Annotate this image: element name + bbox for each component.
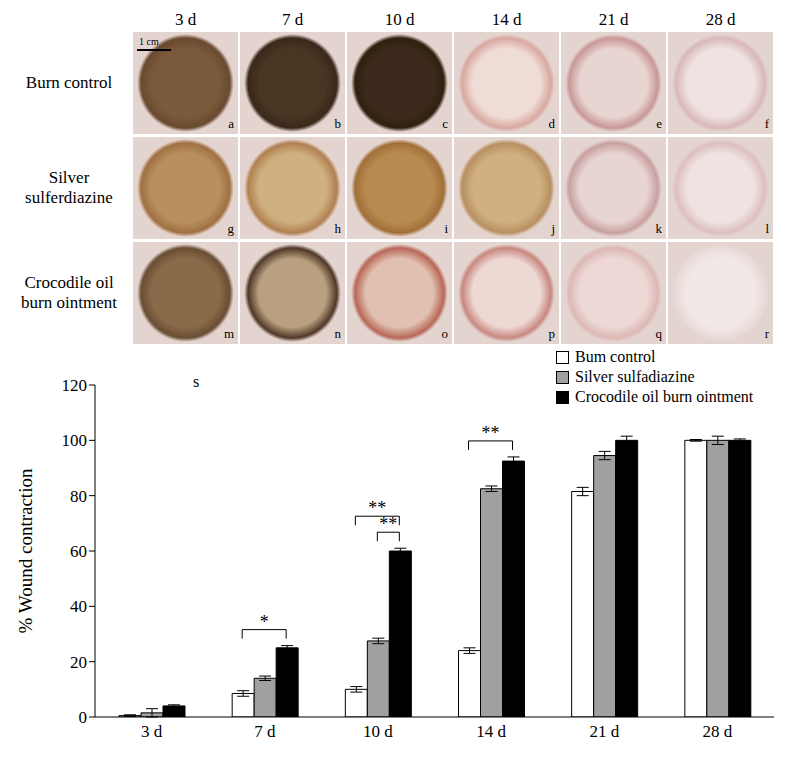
html-text:3 d: 3 d xyxy=(174,10,197,29)
svg-text:80: 80 xyxy=(70,487,87,506)
html-text:Burn control: Burn control xyxy=(25,73,113,92)
html-text:e: e xyxy=(656,116,662,131)
html-text:p: p xyxy=(548,326,555,341)
html-text:j: j xyxy=(551,221,555,236)
svg-text:*: * xyxy=(260,612,269,632)
html-text:c: c xyxy=(442,116,448,131)
html-text:d: d xyxy=(548,116,555,131)
svg-text:0: 0 xyxy=(79,708,88,727)
html-text:21 d: 21 d xyxy=(598,10,629,29)
html-text:s: s xyxy=(193,373,200,390)
svg-text:21 d: 21 d xyxy=(589,722,619,741)
html-text:i: i xyxy=(444,221,448,236)
html-text:% Wound contraction: % Wound contraction xyxy=(15,468,36,634)
html-text:q: q xyxy=(655,326,662,341)
html-text:7 d: 7 d xyxy=(281,10,304,29)
html-text:o: o xyxy=(441,326,448,341)
html-text:28 d: 28 d xyxy=(705,10,736,29)
svg-text:28 d: 28 d xyxy=(703,722,733,741)
html-text:Crocodile oil burn ointment: Crocodile oil burn ointment xyxy=(21,273,117,312)
svg-text:**: ** xyxy=(379,514,397,534)
html-text:14 d: 14 d xyxy=(491,10,522,29)
html-text:g: g xyxy=(227,221,234,236)
svg-text:**: ** xyxy=(368,498,386,518)
svg-text:10 d: 10 d xyxy=(363,722,393,741)
html-text:r: r xyxy=(764,326,769,341)
html-text:Crocodile oil burn ointment: Crocodile oil burn ointment xyxy=(575,388,754,405)
html-text:1 cm: 1 cm xyxy=(139,36,159,47)
html-text:a: a xyxy=(228,116,234,131)
html-text:h: h xyxy=(334,221,341,236)
svg-text:**: ** xyxy=(482,423,500,443)
html-text:k: k xyxy=(655,221,662,236)
svg-text:14 d: 14 d xyxy=(476,722,506,741)
html-text:Silver sulferdiazine: Silver sulferdiazine xyxy=(25,168,113,207)
html-text:10 d: 10 d xyxy=(384,10,415,29)
svg-text:40: 40 xyxy=(70,597,87,616)
html-text:Silver sulfadiazine: Silver sulfadiazine xyxy=(575,368,695,385)
svg-text:60: 60 xyxy=(70,542,87,561)
svg-text:100: 100 xyxy=(62,431,88,450)
svg-text:7 d: 7 d xyxy=(254,722,276,741)
svg-text:120: 120 xyxy=(62,376,88,395)
html-text:l: l xyxy=(765,221,769,236)
html-text:m: m xyxy=(223,326,234,341)
html-text:f: f xyxy=(764,116,769,131)
svg-text:20: 20 xyxy=(70,653,87,672)
html-text:n: n xyxy=(334,326,341,341)
html-text:Bum control: Bum control xyxy=(575,348,656,365)
html-text:b: b xyxy=(334,116,341,131)
svg-text:3 d: 3 d xyxy=(141,722,163,741)
